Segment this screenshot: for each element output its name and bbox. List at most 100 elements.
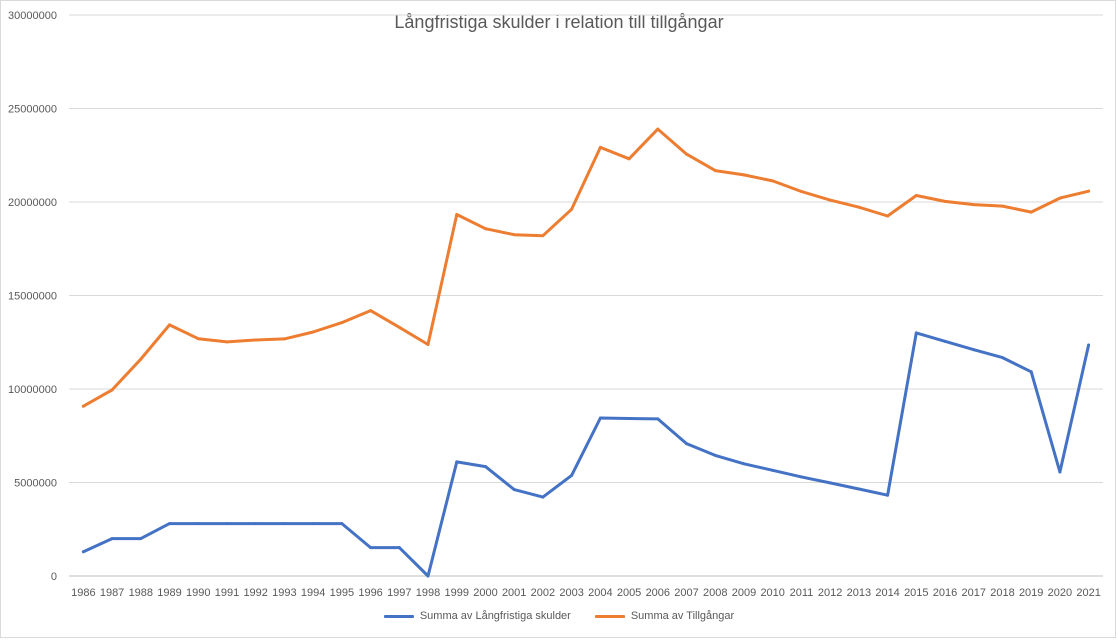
y-tick-label: 20000000 [8, 197, 57, 209]
chart-title: Långfristiga skulder i relation till til… [394, 12, 724, 32]
data-point [1029, 370, 1033, 374]
x-tick-label: 1990 [186, 587, 210, 599]
data-point [168, 323, 172, 327]
data-point [598, 145, 602, 149]
x-tick-label: 1997 [387, 587, 411, 599]
x-tick-label: 2013 [847, 587, 871, 599]
data-point [943, 199, 947, 203]
series-line-0 [81, 331, 1091, 578]
data-point [426, 342, 430, 346]
legend-item-skulder: Summa av Långfristiga skulder [383, 610, 571, 622]
x-tick-label: 2006 [646, 587, 670, 599]
data-point [397, 325, 401, 329]
data-point [369, 309, 373, 313]
data-point [397, 546, 401, 550]
x-tick-label: 2004 [588, 587, 612, 599]
x-tick-label: 2018 [990, 587, 1014, 599]
x-tick-label: 2008 [703, 587, 727, 599]
x-tick-label: 2000 [473, 587, 497, 599]
data-point [254, 522, 258, 526]
x-tick-label: 1995 [330, 587, 354, 599]
x-tick-label: 2010 [760, 587, 784, 599]
data-point [225, 522, 229, 526]
x-tick-label: 2021 [1076, 587, 1100, 599]
data-point [340, 522, 344, 526]
data-point [685, 152, 689, 156]
x-tick-label: 1994 [301, 587, 325, 599]
data-point [943, 339, 947, 343]
data-point [1087, 343, 1091, 347]
x-tick-label: 2009 [732, 587, 756, 599]
x-tick-label: 2002 [531, 587, 555, 599]
data-point [1029, 210, 1033, 214]
data-point [914, 331, 918, 335]
legend-label-tillgangar: Summa av Tillgångar [630, 610, 735, 622]
data-point [627, 157, 631, 161]
x-tick-label: 2012 [818, 587, 842, 599]
y-tick-label: 0 [51, 571, 57, 583]
y-tick-label: 15000000 [8, 291, 57, 303]
data-point [771, 468, 775, 472]
data-point [139, 357, 143, 361]
data-point [541, 234, 545, 238]
data-point [541, 495, 545, 499]
legend-swatch-skulder [383, 614, 414, 618]
x-tick-label: 2019 [1019, 587, 1043, 599]
x-tick-label: 1986 [71, 587, 95, 599]
data-point [340, 321, 344, 325]
y-tick-label: 5000000 [14, 478, 57, 490]
x-tick-label: 2020 [1048, 587, 1072, 599]
y-axis-ticks: 0 5000000 10000000 15000000 20000000 25000000… [8, 10, 57, 583]
y-tick-label: 30000000 [8, 10, 57, 22]
data-point [598, 416, 602, 420]
data-point [627, 417, 631, 421]
data-point [196, 337, 200, 341]
x-tick-label: 2017 [962, 587, 986, 599]
data-point [512, 488, 516, 492]
data-point [742, 173, 746, 177]
data-point [1087, 189, 1091, 193]
data-point [1000, 356, 1004, 360]
data-point [656, 127, 660, 131]
data-point [972, 203, 976, 207]
data-point [570, 473, 574, 477]
x-tick-label: 1989 [157, 587, 181, 599]
x-tick-label: 2016 [933, 587, 957, 599]
x-tick-label: 1999 [445, 587, 469, 599]
x-tick-label: 2014 [875, 587, 899, 599]
data-point [455, 213, 459, 217]
data-point [81, 550, 85, 554]
data-point [426, 574, 430, 578]
data-point [311, 522, 315, 526]
x-tick-label: 2011 [790, 587, 814, 599]
data-point [1000, 204, 1004, 208]
data-point [685, 442, 689, 446]
data-point [225, 340, 229, 344]
data-point [1058, 470, 1062, 474]
y-tick-label: 25000000 [8, 104, 57, 116]
x-tick-label: 2015 [904, 587, 928, 599]
data-point [139, 537, 143, 541]
data-point [512, 233, 516, 237]
data-point [742, 462, 746, 466]
x-axis-ticks: 1986 1987 1988 1989 1990 1991 1992 1993 1994 1995… [71, 587, 1101, 599]
data-point [483, 465, 487, 469]
legend: Summa av Långfristiga skulder Summa av T… [0, 610, 1118, 622]
data-point [972, 348, 976, 352]
x-tick-label: 1991 [215, 587, 239, 599]
data-point [81, 404, 85, 408]
gridlines [69, 14, 1103, 577]
x-tick-label: 2007 [674, 587, 698, 599]
data-point [369, 546, 373, 550]
data-point [656, 417, 660, 421]
data-point [282, 337, 286, 341]
data-point [1058, 196, 1062, 200]
x-tick-label: 1992 [243, 587, 267, 599]
series-line-1 [81, 127, 1091, 408]
data-point [110, 388, 114, 392]
legend-swatch-tillgangar [594, 614, 625, 618]
x-tick-label: 2005 [617, 587, 641, 599]
data-point [886, 214, 890, 218]
